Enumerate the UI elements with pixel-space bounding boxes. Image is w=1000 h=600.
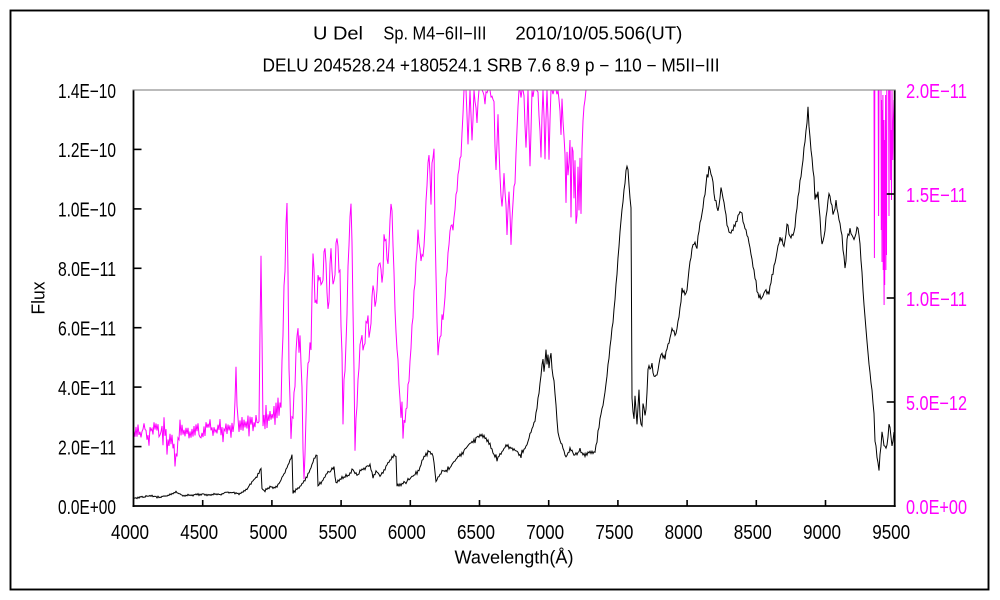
svg-text:5.0E−12: 5.0E−12 [906,393,967,415]
svg-text:8.0E−11: 8.0E−11 [58,259,116,281]
svg-text:Flux: Flux [29,282,49,315]
svg-text:U Del: U Del [313,24,363,44]
svg-text:1.0E−10: 1.0E−10 [58,200,116,222]
svg-text:4500: 4500 [180,522,218,544]
svg-text:4.0E−11: 4.0E−11 [58,378,116,400]
svg-text:6.0E−11: 6.0E−11 [58,319,116,341]
svg-text:4000: 4000 [111,522,149,544]
svg-text:9500: 9500 [872,522,910,544]
svg-text:7000: 7000 [526,522,564,544]
svg-text:5000: 5000 [249,522,287,544]
svg-text:6500: 6500 [457,522,495,544]
svg-text:1.4E−10: 1.4E−10 [58,81,116,103]
svg-text:DELU 204528.24 +180524.1 SRB 7: DELU 204528.24 +180524.1 SRB 7.6 8.9 p −… [263,56,720,76]
svg-text:9000: 9000 [803,522,841,544]
svg-text:0.0E+00: 0.0E+00 [58,497,116,519]
svg-text:1.2E−10: 1.2E−10 [58,140,116,162]
svg-text:5500: 5500 [319,522,357,544]
svg-text:1.0E−11: 1.0E−11 [906,289,967,311]
svg-text:2.0E−11: 2.0E−11 [906,81,967,103]
svg-text:Wavelength(Å): Wavelength(Å) [455,548,574,568]
svg-text:2.0E−11: 2.0E−11 [58,437,116,459]
svg-text:8000: 8000 [665,522,703,544]
svg-text:0.0E+00: 0.0E+00 [906,497,967,519]
svg-text:6000: 6000 [388,522,426,544]
svg-text:1.5E−11: 1.5E−11 [906,185,967,207]
svg-text:2010/10/05.506(UT): 2010/10/05.506(UT) [515,24,682,44]
svg-text:7500: 7500 [595,522,633,544]
svg-text:Sp. M4−6II−III: Sp. M4−6II−III [383,24,486,44]
svg-text:8500: 8500 [734,522,772,544]
